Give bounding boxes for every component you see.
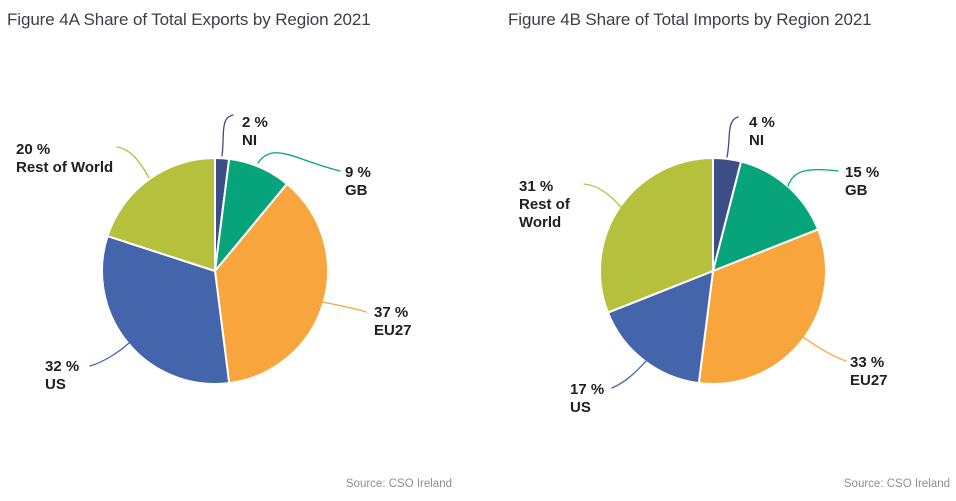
figure-4a-leader-line-eu27 — [321, 301, 367, 313]
callout-line: NI — [749, 132, 764, 149]
figure-4b-callout-gb: 15 % GB — [845, 164, 879, 200]
callout-line: 31 % — [519, 178, 554, 195]
figure-4b-callout-rest-of-world: 31 % Rest of World — [519, 178, 570, 232]
figure-4a-slice-us — [101, 235, 231, 385]
figure-4a-callout-eu27: 37 % EU27 — [374, 304, 412, 340]
figure-4b-leader-line-us — [611, 360, 647, 389]
figure-4a-title: Figure 4A Share of Total Exports by Regi… — [7, 10, 371, 29]
callout-line: GB — [345, 182, 368, 199]
callout-line: 4 % — [749, 114, 775, 131]
figure-4a-callout-us: 32 % US — [45, 358, 79, 394]
figure-4a-callout-gb: 9 % GB — [345, 164, 371, 200]
callout-line: 17 % — [570, 381, 605, 398]
figure-4b-slice-eu27 — [697, 228, 827, 385]
callout-line: Rest of World — [16, 159, 114, 176]
callout-line: US — [570, 399, 591, 416]
callout-line: Rest of — [519, 196, 570, 213]
figure-4b-leader-line-rest-of-world — [583, 183, 622, 208]
callout-line: 20 % — [16, 141, 51, 158]
figure-4a-source: Source: CSO Ireland — [345, 478, 452, 490]
callout-line: 33 % — [850, 354, 885, 371]
figure-4b-title: Figure 4B Share of Total Imports by Regi… — [508, 10, 872, 29]
figure-4b-pie — [583, 116, 847, 389]
figure-4a-callout-ni: 2 % NI — [242, 114, 268, 150]
callout-line: US — [45, 376, 66, 393]
figure-4a-leader-line-rest-of-world — [116, 146, 150, 179]
figure-4b-slice-rest-of-world — [599, 157, 714, 314]
callout-line: EU27 — [374, 322, 412, 339]
figure-4b-source: Source: CSO Ireland — [843, 478, 950, 490]
callout-line: 37 % — [374, 304, 409, 321]
figure-4a-callout-rest-of-world: 20 % Rest of World — [16, 141, 113, 177]
figure-4b-slice-us — [606, 270, 714, 385]
figure-4b-leader-line-eu27 — [802, 336, 847, 362]
figure-4a-pie — [89, 114, 367, 385]
callout-line: 2 % — [242, 114, 268, 131]
callout-line: GB — [845, 182, 868, 199]
figure-4a-leader-line-ni — [221, 114, 234, 157]
figure-4b-callout-ni: 4 % NI — [749, 114, 775, 150]
figure-4a-leader-line-gb — [257, 152, 341, 172]
callout-line: 9 % — [345, 164, 371, 181]
callout-line: EU27 — [850, 372, 888, 389]
figure-4a-slice-rest-of-world — [106, 157, 216, 272]
figure-4b-leader-line-ni — [726, 116, 739, 158]
figure-4a-leader-line-us — [89, 342, 130, 367]
callout-line: 32 % — [45, 358, 80, 375]
callout-line: NI — [242, 132, 257, 149]
callout-line: World — [519, 214, 562, 231]
callout-line: 15 % — [845, 164, 880, 181]
figure-4b-leader-line-gb — [787, 168, 839, 187]
figure-4b-callout-us: 17 % US — [570, 381, 604, 417]
figure-4b-callout-eu27: 33 % EU27 — [850, 354, 888, 390]
